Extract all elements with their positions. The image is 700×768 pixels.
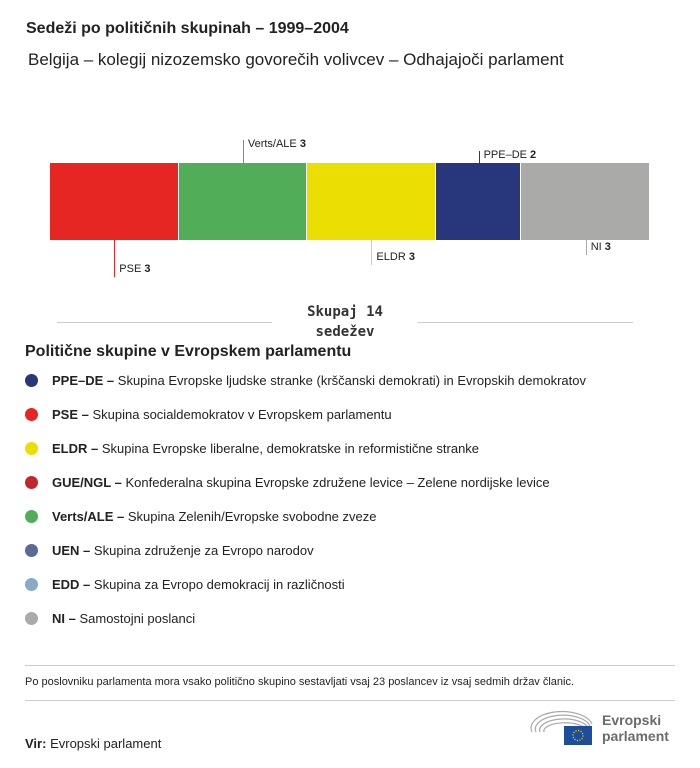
total-line1: Skupaj 14 bbox=[307, 304, 383, 320]
legend-item: ELDR – Skupina Evropske liberalne, demok… bbox=[25, 441, 479, 456]
legend-desc: Skupina Evropske liberalne, demokratske … bbox=[101, 441, 480, 456]
legend-desc: Skupina Evropske ljudske stranke (krščan… bbox=[117, 373, 586, 388]
data-label-value: 3 bbox=[604, 241, 611, 253]
logo-line2: parlament bbox=[602, 728, 669, 744]
divider bbox=[418, 322, 633, 323]
legend-abbr: UEN – bbox=[52, 543, 91, 558]
legend-item: GUE/NGL – Konfederalna skupina Evropske … bbox=[25, 475, 550, 490]
bar-segment-ni bbox=[521, 163, 650, 240]
data-label: NI 3 bbox=[591, 241, 611, 253]
data-label-value: 2 bbox=[530, 149, 537, 161]
legend-title: Politične skupine v Evropskem parlamentu bbox=[25, 343, 352, 360]
legend-desc: Skupina združenje za Evropo narodov bbox=[93, 543, 314, 558]
legend-item: NI – Samostojni poslanci bbox=[25, 611, 195, 626]
legend-dot-icon bbox=[25, 408, 38, 421]
source: Vir: Evropski parlament bbox=[25, 736, 161, 751]
bar-segment-vertsale bbox=[178, 163, 308, 240]
bar-segment-pse bbox=[50, 163, 179, 240]
label-leader-line bbox=[585, 240, 587, 255]
seat-bar bbox=[50, 163, 650, 240]
data-label-value: 3 bbox=[299, 138, 306, 150]
data-label-name: Verts/ALE bbox=[247, 138, 300, 150]
chart-title: Sedeži po političnih skupinah – 1999–200… bbox=[26, 20, 349, 37]
legend-item: PPE–DE – Skupina Evropske ljudske strank… bbox=[25, 373, 586, 388]
label-leader-line bbox=[114, 240, 116, 277]
legend-dot-icon bbox=[25, 510, 38, 523]
legend-desc: Skupina Zelenih/Evropske svobodne zveze bbox=[127, 509, 377, 524]
chart-subtitle: Belgija – kolegij nizozemsko govorečih v… bbox=[28, 50, 564, 69]
divider bbox=[25, 665, 675, 666]
legend-dot-icon bbox=[25, 442, 38, 455]
data-label: PPE–DE 2 bbox=[484, 149, 537, 161]
legend-abbr: PPE–DE – bbox=[52, 373, 115, 388]
data-label-name: PPE–DE bbox=[483, 149, 531, 161]
data-label: ELDR 3 bbox=[376, 251, 415, 263]
total-line2: sedežev bbox=[315, 324, 375, 340]
source-value: Evropski parlament bbox=[50, 736, 162, 751]
divider bbox=[57, 322, 272, 323]
data-label-value: 3 bbox=[408, 251, 415, 263]
data-label-value: 3 bbox=[144, 263, 151, 275]
legend-item: PSE – Skupina socialdemokratov v Evropsk… bbox=[25, 407, 392, 422]
bar-segment-ppede bbox=[435, 163, 522, 240]
legend-desc: Skupina socialdemokratov v Evropskem par… bbox=[92, 407, 392, 422]
data-label-name: PSE bbox=[119, 263, 145, 275]
ep-logo: Evropski parlament bbox=[530, 710, 669, 746]
legend-abbr: PSE – bbox=[52, 407, 89, 422]
logo-line1: Evropski bbox=[602, 712, 662, 728]
data-label: Verts/ALE 3 bbox=[248, 138, 306, 150]
data-label-name: ELDR bbox=[376, 251, 409, 263]
legend-dot-icon bbox=[25, 476, 38, 489]
legend-abbr: EDD – bbox=[52, 577, 91, 592]
legend-abbr: GUE/NGL – bbox=[52, 475, 122, 490]
divider bbox=[25, 700, 675, 701]
bar-segment-eldr bbox=[307, 163, 436, 240]
label-leader-line bbox=[371, 240, 373, 265]
legend-abbr: NI – bbox=[52, 611, 76, 626]
legend-item: UEN – Skupina združenje za Evropo narodo… bbox=[25, 543, 314, 558]
data-label-name: NI bbox=[590, 241, 605, 253]
legend-abbr: ELDR – bbox=[52, 441, 99, 456]
parliament-hemicycle-icon bbox=[530, 710, 593, 745]
legend-desc: Skupina za Evropo demokracij in različno… bbox=[93, 577, 345, 592]
label-leader-line bbox=[242, 140, 244, 163]
data-label: PSE 3 bbox=[119, 263, 150, 275]
legend-desc: Konfederalna skupina Evropske združene l… bbox=[125, 475, 550, 490]
source-label: Vir: bbox=[25, 736, 47, 751]
legend-dot-icon bbox=[25, 374, 38, 387]
label-leader-line bbox=[478, 151, 480, 163]
legend-item: Verts/ALE – Skupina Zelenih/Evropske svo… bbox=[25, 509, 376, 524]
legend-dot-icon bbox=[25, 544, 38, 557]
legend-desc: Samostojni poslanci bbox=[79, 611, 196, 626]
footnote: Po poslovniku parlamenta mora vsako poli… bbox=[25, 676, 575, 688]
legend-item: EDD – Skupina za Evropo demokracij in ra… bbox=[25, 577, 345, 592]
legend-dot-icon bbox=[25, 612, 38, 625]
legend-dot-icon bbox=[25, 578, 38, 591]
total-seats: Skupaj 14 sedežev bbox=[270, 302, 420, 342]
legend-abbr: Verts/ALE – bbox=[52, 509, 125, 524]
